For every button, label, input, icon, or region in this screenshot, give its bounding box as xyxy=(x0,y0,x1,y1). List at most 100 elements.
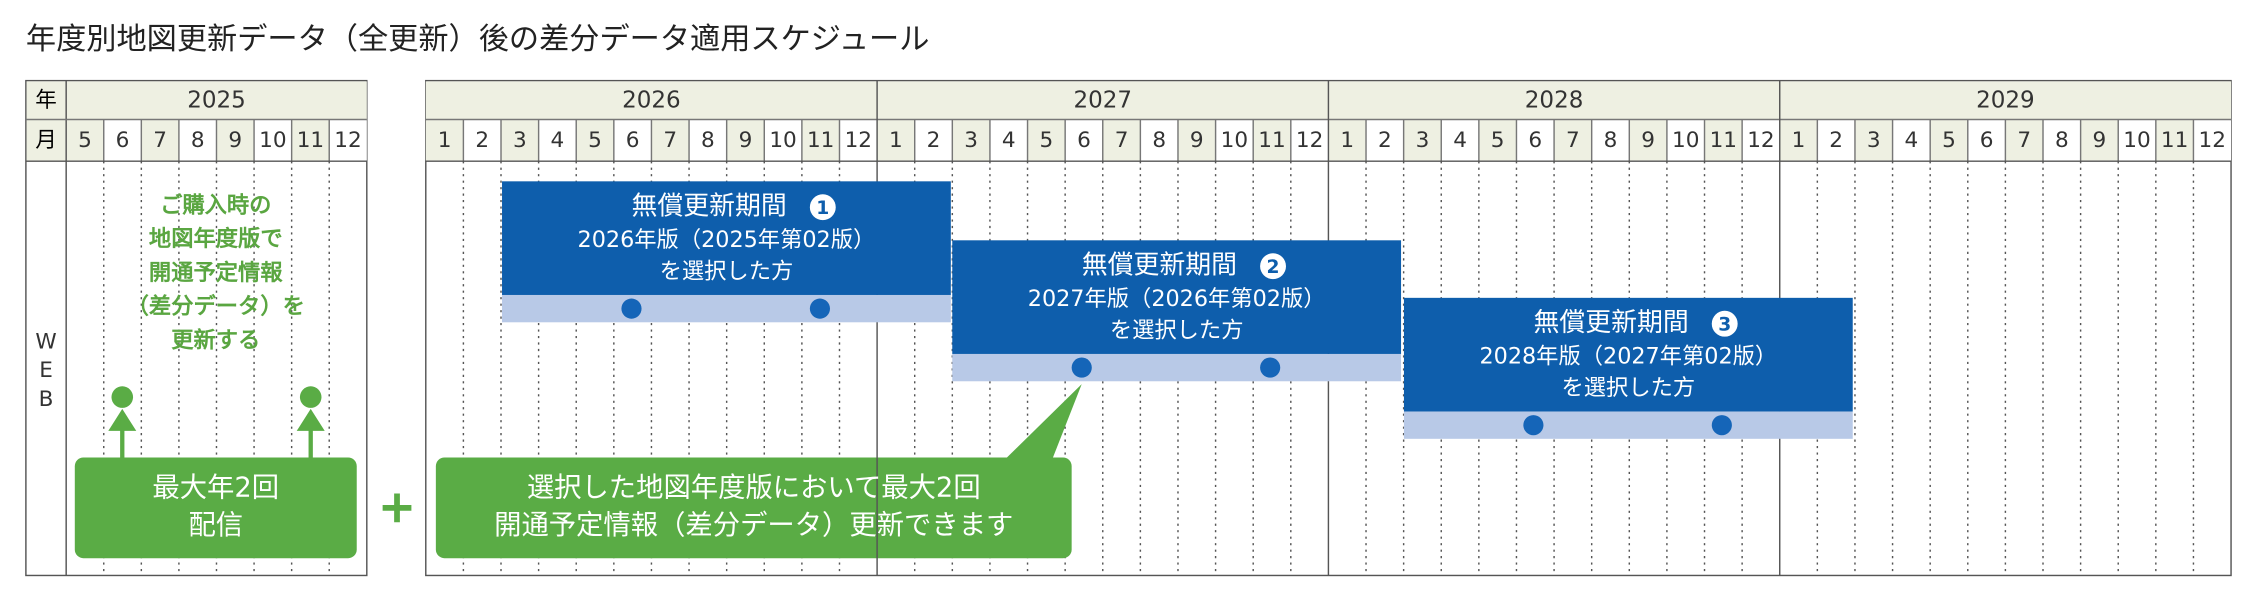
month-cell-bg xyxy=(501,120,539,161)
month-cell-bg xyxy=(1177,120,1216,161)
update-dot xyxy=(1711,415,1732,436)
period-box xyxy=(1403,297,1853,412)
month-cell-bg xyxy=(103,120,142,161)
month-cell-bg xyxy=(1441,120,1479,161)
period-title: 無償更新期間 xyxy=(632,192,787,222)
month-header: 5 xyxy=(588,128,602,153)
period-box xyxy=(952,240,1402,354)
month-cell-bg xyxy=(877,120,915,161)
month-cell-bg xyxy=(1704,120,1743,161)
month-header: 10 xyxy=(259,128,286,153)
callout-text: 開通予定情報（差分データ）更新できます xyxy=(494,510,1013,541)
month-cell-bg xyxy=(2193,120,2232,161)
month-cell-bg xyxy=(141,120,179,161)
row-label: W xyxy=(35,329,56,354)
month-cell-bg xyxy=(1328,120,1367,161)
month-header: 11 xyxy=(2161,128,2188,153)
month-header: 11 xyxy=(297,128,324,153)
delivery-text: 最大年2回 xyxy=(152,473,279,504)
month-cell-bg xyxy=(2043,120,2081,161)
month-header: 7 xyxy=(2017,128,2031,153)
month-cell-bg xyxy=(1516,120,1555,161)
year-header-bg xyxy=(1779,81,2232,121)
number-badge xyxy=(1711,310,1738,337)
month-header: 6 xyxy=(626,128,640,153)
month-header: 2 xyxy=(1378,128,1392,153)
month-header: 3 xyxy=(1867,128,1881,153)
period-note: を選択した方 xyxy=(1110,317,1244,343)
number-badge xyxy=(1260,253,1286,280)
year-header-bg xyxy=(66,81,367,121)
month-cell-bg xyxy=(764,120,802,161)
month-header: 10 xyxy=(769,128,796,153)
purchase-note: ご購入時の xyxy=(160,191,271,218)
month-header: 11 xyxy=(807,128,834,153)
delivery-dot xyxy=(299,386,322,408)
month-header: 1 xyxy=(438,128,452,153)
delivery-text: 配信 xyxy=(188,510,243,541)
update-dot xyxy=(1260,357,1281,378)
year-header: 2028 xyxy=(1525,87,1584,113)
month-cell-bg xyxy=(2155,120,2194,161)
month-cell-bg xyxy=(1290,120,1329,161)
month-header: 3 xyxy=(513,128,527,153)
month-cell-bg xyxy=(216,120,255,161)
month-header: 8 xyxy=(191,128,205,153)
month-header: 4 xyxy=(551,128,565,153)
month-cell-bg xyxy=(576,120,614,161)
month-header: 10 xyxy=(2123,128,2150,153)
month-cell-bg xyxy=(463,120,502,161)
month-header: 5 xyxy=(1039,128,1053,153)
month-cell-bg xyxy=(1967,120,2006,161)
month-header: 10 xyxy=(1672,128,1699,153)
month-header: 1 xyxy=(1792,128,1806,153)
period-note: を選択した方 xyxy=(1561,375,1695,401)
month-cell-bg xyxy=(2118,120,2156,161)
month-header: 11 xyxy=(1710,128,1737,153)
month-header: 12 xyxy=(334,128,361,153)
month-cell-bg xyxy=(801,120,840,161)
callout-pointer xyxy=(1006,384,1082,458)
month-header: 7 xyxy=(663,128,677,153)
period-band xyxy=(502,294,951,323)
update-dot xyxy=(809,298,830,319)
month-cell-bg xyxy=(1666,120,1705,161)
period-title: 無償更新期間 xyxy=(1533,308,1688,338)
purchase-note: 更新する xyxy=(171,326,260,353)
month-cell-bg xyxy=(1742,120,1780,161)
month-cell-bg xyxy=(178,120,217,161)
month-cell-bg xyxy=(425,120,464,161)
month-header: 12 xyxy=(2199,128,2226,153)
month-cell-bg xyxy=(689,120,727,161)
month-header: 4 xyxy=(1905,128,1919,153)
month-header: 1 xyxy=(889,128,903,153)
month-header: 6 xyxy=(1528,128,1542,153)
month-cell-bg xyxy=(952,120,990,161)
month-header: 9 xyxy=(739,128,753,153)
number-badge xyxy=(809,194,836,221)
month-header: 8 xyxy=(1152,128,1166,153)
month-header: 7 xyxy=(1115,128,1129,153)
year-header: 2026 xyxy=(622,87,681,113)
arrows xyxy=(108,408,325,458)
month-header: 11 xyxy=(1258,128,1285,153)
month-cell-bg xyxy=(538,120,577,161)
month-header: 5 xyxy=(1942,128,1956,153)
month-cell-bg xyxy=(1854,120,1893,161)
month-header: 9 xyxy=(228,128,242,153)
month-cell-bg xyxy=(651,120,690,161)
month-cell-bg xyxy=(1253,120,1291,161)
purchase-note: 開通予定情報 xyxy=(149,259,283,286)
month-cell-bg xyxy=(329,120,367,161)
month-cell-bg xyxy=(1403,120,1442,161)
month-cell-bg xyxy=(1366,120,1404,161)
month-header: 8 xyxy=(2055,128,2069,153)
period-number: 2 xyxy=(1267,257,1280,278)
month-header: 2 xyxy=(1829,128,1843,153)
label-bg xyxy=(26,81,67,162)
row-label: B xyxy=(39,387,54,412)
month-header: 6 xyxy=(116,128,130,153)
month-header: 5 xyxy=(1491,128,1505,153)
year-header: 2025 xyxy=(187,87,246,113)
purchase-note: 地図年度版で xyxy=(149,225,283,252)
